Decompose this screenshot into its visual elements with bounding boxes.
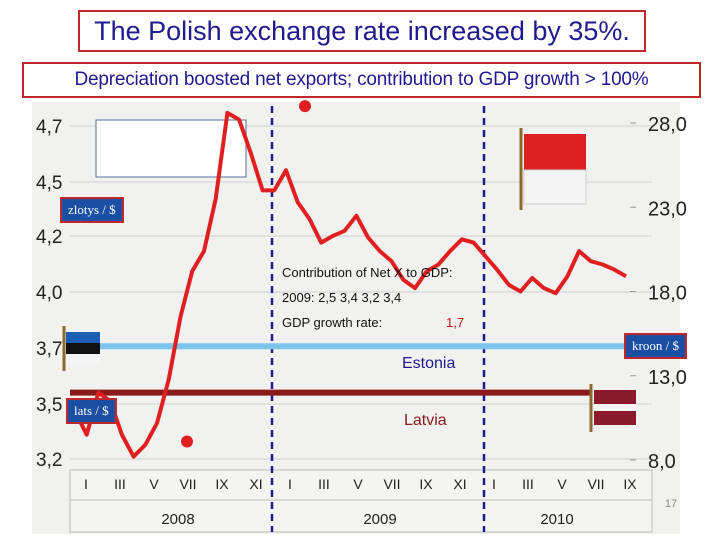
left-axis-tick-label: 4,0 (36, 283, 62, 304)
gdp-growth-label: GDP growth rate: (282, 315, 382, 330)
latvia-flag-icon (594, 404, 636, 411)
x-tick-label: III (522, 476, 534, 492)
x-tick-label: V (353, 476, 363, 492)
right-axis-tick-label: 18,0 (648, 283, 687, 305)
estonia-flag-icon (66, 332, 100, 343)
left-axis-tick-label: 4,7 (36, 117, 62, 138)
gdp-growth-value: 1,7 (446, 315, 464, 330)
left-axis-tick-label: 4,2 (36, 227, 62, 248)
latvia-flag-icon (594, 390, 636, 404)
x-tick-label: VII (587, 476, 604, 492)
x-tick-label: IX (215, 476, 229, 492)
x-tick-label: III (114, 476, 126, 492)
x-tick-label: I (492, 476, 496, 492)
right-axis-tick-label: 8,0 (648, 451, 676, 473)
right-axis-tick-label: 28,0 (648, 114, 687, 136)
x-axis-band (69, 469, 653, 533)
latvia-label: Latvia (404, 412, 447, 429)
left-axis-tick-label: 3,7 (36, 339, 62, 360)
kroon-tag: kroon / $ (624, 333, 687, 359)
zloty-low-marker (181, 435, 193, 448)
estonia-flag-icon (66, 354, 100, 365)
x-tick-label: IX (623, 476, 637, 492)
x-tick-label: XI (453, 476, 466, 492)
lats-tag: lats / $ (66, 398, 117, 424)
right-axis-tick-label: 23,0 (648, 198, 687, 220)
left-axis-tick-label: 3,2 (36, 450, 62, 471)
x-tick-label: III (318, 476, 330, 492)
zloty-peak-marker (299, 100, 311, 113)
slide-title: The Polish exchange rate increased by 35… (78, 10, 646, 52)
x-tick-label: V (149, 476, 159, 492)
left-axis-tick-label: 3,5 (36, 395, 62, 416)
slide-subtitle: Depreciation boosted net exports; contri… (22, 62, 701, 98)
x-tick-label: V (557, 476, 567, 492)
poland-flag-icon (524, 134, 586, 170)
contribution-title: Contribution of Net X to GDP: (282, 265, 453, 280)
x-tick-label: XI (249, 476, 262, 492)
year-label: 2009 (363, 511, 396, 528)
x-tick-label: VII (179, 476, 196, 492)
estonia-label: Estonia (402, 355, 455, 372)
x-tick-label: IX (419, 476, 433, 492)
year-label: 2010 (540, 511, 573, 528)
x-tick-label: I (84, 476, 88, 492)
left-axis-tick-label: 4,5 (36, 173, 62, 194)
poland-flag-icon (523, 169, 587, 205)
right-axis-tick-label: 13,0 (648, 367, 687, 389)
contribution-values: 2009: 2,5 3,4 3,2 3,4 (282, 290, 401, 305)
x-tick-label: I (288, 476, 292, 492)
zloty-tag: zlotys / $ (60, 197, 124, 223)
estonia-flag-icon (66, 343, 100, 354)
x-tick-label: VII (383, 476, 400, 492)
latvia-flag-icon (594, 411, 636, 425)
page-number: 17 (665, 498, 677, 510)
year-label: 2008 (161, 511, 194, 528)
zloty-line (73, 110, 627, 459)
